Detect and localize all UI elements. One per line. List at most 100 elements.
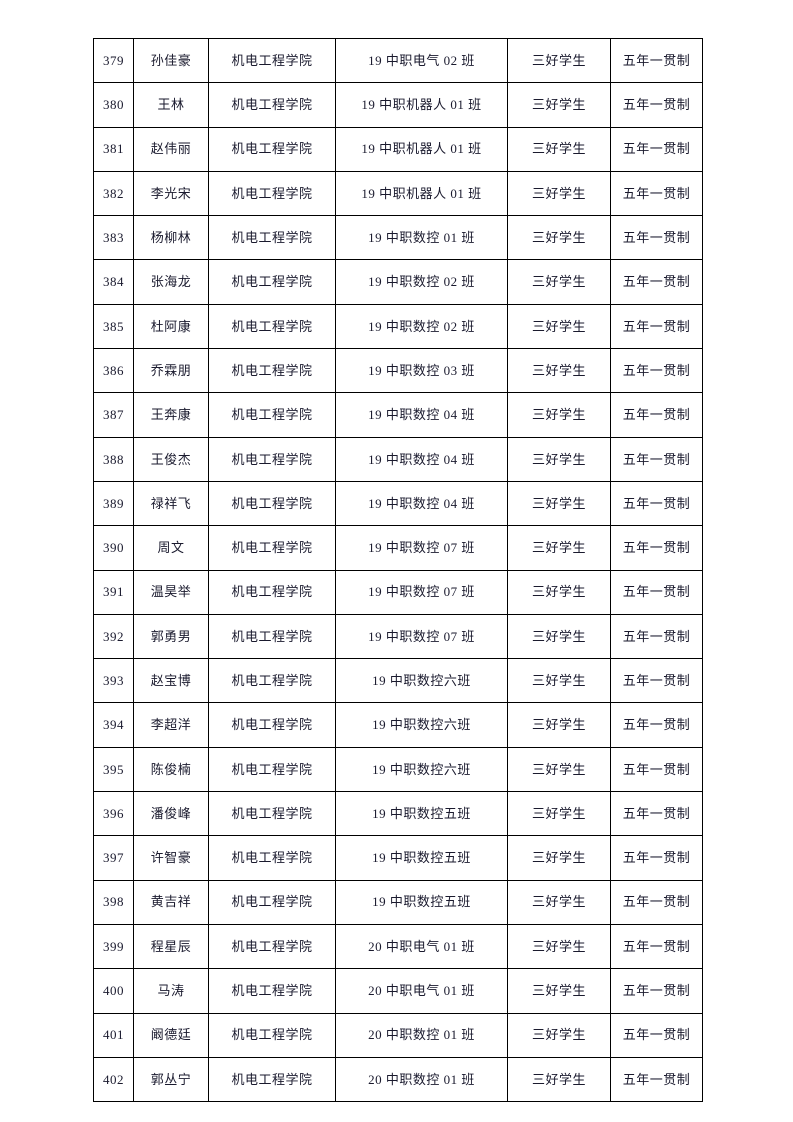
cell-honor-title: 三好学生 <box>507 170 611 217</box>
cell-class: 19 中职数控 04 班 <box>335 392 508 438</box>
cell-honor-title: 三好学生 <box>507 348 611 394</box>
cell-honor-title: 三好学生 <box>507 215 611 261</box>
cell-class: 19 中职数控五班 <box>335 879 508 925</box>
cell-class: 19 中职数控 03 班 <box>335 348 508 394</box>
table-row: 394 李超洋 机电工程学院 19 中职数控六班 三好学生 五年一贯制 <box>93 702 703 748</box>
cell-school-system: 五年一贯制 <box>610 746 703 793</box>
cell-class: 19 中职机器人 01 班 <box>335 126 508 172</box>
cell-class: 20 中职数控 01 班 <box>335 1056 508 1103</box>
cell-sequence-number: 398 <box>93 879 134 925</box>
cell-honor-title: 三好学生 <box>507 746 611 793</box>
cell-honor-title: 三好学生 <box>507 525 611 571</box>
cell-student-name: 程星辰 <box>133 923 209 970</box>
cell-college: 机电工程学院 <box>208 525 336 571</box>
cell-class: 19 中职数控 07 班 <box>335 569 508 615</box>
cell-college: 机电工程学院 <box>208 968 336 1014</box>
cell-college: 机电工程学院 <box>208 480 336 527</box>
cell-school-system: 五年一贯制 <box>610 1056 703 1103</box>
cell-sequence-number: 394 <box>93 702 134 748</box>
cell-honor-title: 三好学生 <box>507 569 611 615</box>
cell-honor-title: 三好学生 <box>507 613 611 660</box>
cell-student-name: 许智豪 <box>133 835 209 881</box>
table-row: 398 黄吉祥 机电工程学院 19 中职数控五班 三好学生 五年一贯制 <box>93 879 703 925</box>
cell-class: 19 中职数控六班 <box>335 702 508 748</box>
cell-school-system: 五年一贯制 <box>610 303 703 350</box>
cell-school-system: 五年一贯制 <box>610 259 703 305</box>
table-row: 380 王林 机电工程学院 19 中职机器人 01 班三好学生 五年一贯制 <box>93 82 703 128</box>
cell-honor-title: 三好学生 <box>507 392 611 438</box>
cell-school-system: 五年一贯制 <box>610 569 703 615</box>
cell-school-system: 五年一贯制 <box>610 82 703 128</box>
cell-student-name: 赵伟丽 <box>133 126 209 172</box>
cell-sequence-number: 387 <box>93 392 134 438</box>
cell-honor-title: 三好学生 <box>507 923 611 970</box>
cell-student-name: 张海龙 <box>133 259 209 305</box>
cell-class: 19 中职数控 01 班 <box>335 215 508 261</box>
cell-student-name: 陈俊楠 <box>133 746 209 793</box>
cell-school-system: 五年一贯制 <box>610 37 703 84</box>
cell-honor-title: 三好学生 <box>507 126 611 172</box>
table-row: 390 周文 机电工程学院 19 中职数控 07 班三好学生 五年一贯制 <box>93 525 703 571</box>
cell-school-system: 五年一贯制 <box>610 215 703 261</box>
cell-student-name: 潘俊峰 <box>133 791 209 837</box>
cell-class: 19 中职数控 07 班 <box>335 613 508 660</box>
table-row: 399 程星辰 机电工程学院 20 中职电气 01 班三好学生 五年一贯制 <box>93 923 703 970</box>
cell-college: 机电工程学院 <box>208 348 336 394</box>
cell-honor-title: 三好学生 <box>507 37 611 84</box>
cell-student-name: 禄祥飞 <box>133 480 209 527</box>
cell-college: 机电工程学院 <box>208 126 336 172</box>
cell-college: 机电工程学院 <box>208 436 336 482</box>
cell-student-name: 赵宝博 <box>133 658 209 704</box>
cell-school-system: 五年一贯制 <box>610 879 703 925</box>
cell-class: 20 中职电气 01 班 <box>335 923 508 970</box>
cell-sequence-number: 399 <box>93 923 134 970</box>
cell-class: 19 中职数控 04 班 <box>335 436 508 482</box>
cell-college: 机电工程学院 <box>208 569 336 615</box>
cell-college: 机电工程学院 <box>208 879 336 925</box>
cell-college: 机电工程学院 <box>208 1056 336 1103</box>
cell-student-name: 王俊杰 <box>133 436 209 482</box>
cell-student-name: 周文 <box>133 525 209 571</box>
cell-honor-title: 三好学生 <box>507 82 611 128</box>
cell-college: 机电工程学院 <box>208 658 336 704</box>
cell-class: 20 中职电气 01 班 <box>335 968 508 1014</box>
cell-sequence-number: 392 <box>93 613 134 660</box>
cell-sequence-number: 400 <box>93 968 134 1014</box>
table-row: 389 禄祥飞 机电工程学院 19 中职数控 04 班三好学生 五年一贯制 <box>93 480 703 527</box>
cell-honor-title: 三好学生 <box>507 259 611 305</box>
cell-sequence-number: 381 <box>93 126 134 172</box>
cell-student-name: 乔霖朋 <box>133 348 209 394</box>
cell-school-system: 五年一贯制 <box>610 702 703 748</box>
cell-school-system: 五年一贯制 <box>610 791 703 837</box>
cell-college: 机电工程学院 <box>208 702 336 748</box>
cell-honor-title: 三好学生 <box>507 658 611 704</box>
cell-sequence-number: 385 <box>93 303 134 350</box>
table-row: 393 赵宝博 机电工程学院 19 中职数控六班 三好学生 五年一贯制 <box>93 658 703 704</box>
cell-school-system: 五年一贯制 <box>610 480 703 527</box>
cell-college: 机电工程学院 <box>208 37 336 84</box>
cell-class: 19 中职数控 04 班 <box>335 480 508 527</box>
table-row: 384 张海龙 机电工程学院 19 中职数控 02 班三好学生 五年一贯制 <box>93 259 703 305</box>
cell-sequence-number: 379 <box>93 37 134 84</box>
cell-school-system: 五年一贯制 <box>610 658 703 704</box>
table-row: 396 潘俊峰 机电工程学院 19 中职数控五班 三好学生 五年一贯制 <box>93 791 703 837</box>
cell-sequence-number: 380 <box>93 82 134 128</box>
cell-class: 19 中职电气 02 班 <box>335 37 508 84</box>
cell-honor-title: 三好学生 <box>507 879 611 925</box>
cell-student-name: 马涛 <box>133 968 209 1014</box>
table-row: 381 赵伟丽 机电工程学院 19 中职机器人 01 班三好学生 五年一贯制 <box>93 126 703 172</box>
table-row: 397 许智豪 机电工程学院 19 中职数控五班 三好学生 五年一贯制 <box>93 835 703 881</box>
student-roster-table: 379 孙佳豪 机电工程学院 19 中职电气 02 班三好学生 五年一贯制 380 王林 机电… <box>93 37 703 1103</box>
table-row: 387 王奔康 机电工程学院 19 中职数控 04 班三好学生 五年一贯制 <box>93 392 703 438</box>
cell-class: 19 中职数控六班 <box>335 746 508 793</box>
cell-school-system: 五年一贯制 <box>610 613 703 660</box>
table-row: 386 乔霖朋 机电工程学院 19 中职数控 03 班三好学生 五年一贯制 <box>93 348 703 394</box>
cell-school-system: 五年一贯制 <box>610 392 703 438</box>
cell-sequence-number: 389 <box>93 480 134 527</box>
table-row: 401 阚德廷 机电工程学院 20 中职数控 01 班三好学生 五年一贯制 <box>93 1012 703 1058</box>
cell-student-name: 郭丛宁 <box>133 1056 209 1103</box>
cell-school-system: 五年一贯制 <box>610 525 703 571</box>
cell-college: 机电工程学院 <box>208 259 336 305</box>
cell-class: 19 中职数控六班 <box>335 658 508 704</box>
